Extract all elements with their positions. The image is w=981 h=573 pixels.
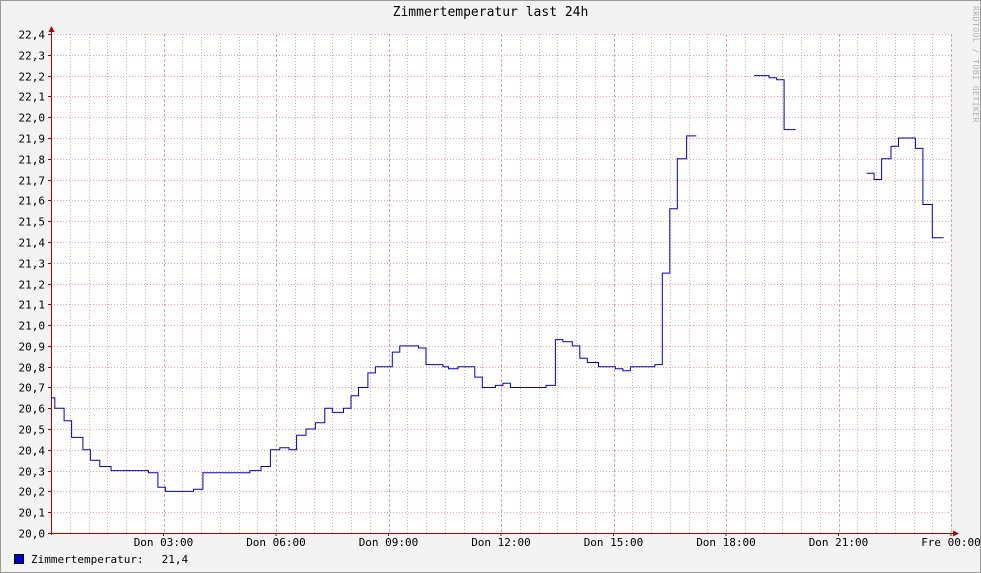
tick-label-layer: 20,0 20,1 20,2 20,3 20,4 20,5 20,6 20,7 20,8 20,9… xyxy=(19,29,981,550)
y-tick-label: 21,7 xyxy=(19,175,46,188)
y-tick-label: 21,8 xyxy=(19,154,46,167)
axis-layer xyxy=(48,26,959,537)
legend-last-value: 21,4 xyxy=(161,552,189,566)
chart-title: Zimmertemperatur last 24h xyxy=(392,5,589,20)
y-tick-label: 21,0 xyxy=(19,320,46,333)
y-tick-label: 21,1 xyxy=(19,299,46,312)
y-tick-label: 20,9 xyxy=(19,341,46,354)
y-tick-label: 21,5 xyxy=(19,216,46,229)
x-tick-label: Don 12:00 xyxy=(471,536,531,549)
series-layer xyxy=(51,75,944,492)
y-tick-label: 21,6 xyxy=(19,195,46,208)
legend-series-name: Zimmertemperatur xyxy=(31,552,137,566)
series-line-segment xyxy=(51,135,697,492)
series-line-segment xyxy=(754,75,796,131)
grid-layer xyxy=(51,34,952,533)
x-tick-label: Don 06:00 xyxy=(246,536,306,549)
legend: Zimmertemperatur: 21,4 xyxy=(14,551,188,567)
y-tick-label: 20,0 xyxy=(19,528,46,541)
y-tick-label: 22,0 xyxy=(19,112,46,125)
y-tick-label: 21,3 xyxy=(19,258,46,271)
y-tick-label: 20,4 xyxy=(19,445,46,458)
y-tick-label: 21,4 xyxy=(19,237,46,250)
y-tick-label: 20,7 xyxy=(19,382,46,395)
y-tick-label: 21,9 xyxy=(19,133,46,146)
x-axis-arrow xyxy=(953,530,959,537)
y-tick-label: 22,2 xyxy=(19,71,46,84)
plot-background xyxy=(51,34,951,533)
x-tick-label: Don 09:00 xyxy=(359,536,419,549)
y-tick-label: 20,6 xyxy=(19,403,46,416)
y-tick-label: 20,1 xyxy=(19,507,46,520)
legend-colon: : xyxy=(136,552,144,566)
y-tick-label: 20,2 xyxy=(19,486,46,499)
series-line-segment xyxy=(866,137,944,239)
x-tick-label: Don 21:00 xyxy=(809,536,869,549)
y-tick-label: 20,3 xyxy=(19,466,46,479)
y-tick-label: 22,4 xyxy=(19,29,46,42)
watermark-credit: RRDTOOL / TOBI OETIKER xyxy=(971,6,980,123)
y-tick-label: 22,1 xyxy=(19,91,46,104)
x-tick-label: Don 15:00 xyxy=(584,536,644,549)
y-tick-label: 22,3 xyxy=(19,50,46,63)
x-tick-label: Fre 00:00 xyxy=(921,536,981,549)
legend-swatch xyxy=(14,554,24,564)
x-tick-label: Don 03:00 xyxy=(134,536,194,549)
y-tick-label: 20,5 xyxy=(19,424,46,437)
y-axis-arrow xyxy=(48,26,55,32)
x-tick-label: Don 18:00 xyxy=(696,536,756,549)
y-tick-label: 20,8 xyxy=(19,362,46,375)
y-tick-label: 21,2 xyxy=(19,279,46,292)
